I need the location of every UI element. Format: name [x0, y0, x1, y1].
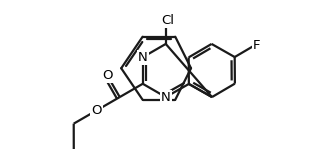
Text: N: N [138, 51, 148, 64]
Text: Cl: Cl [162, 14, 175, 27]
Text: O: O [102, 69, 113, 82]
Text: O: O [91, 104, 102, 117]
Text: F: F [253, 39, 260, 52]
Text: N: N [161, 91, 171, 103]
